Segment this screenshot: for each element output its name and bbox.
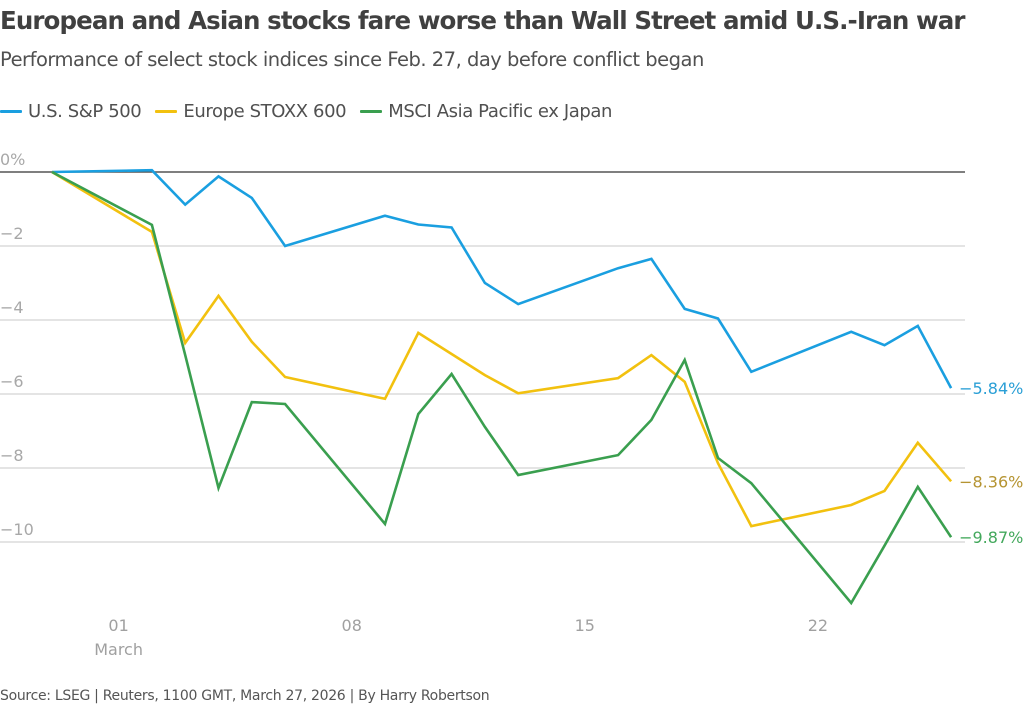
source-note: Source: LSEG | Reuters, 1100 GMT, March … <box>0 688 490 704</box>
chart-title: European and Asian stocks fare worse tha… <box>0 6 965 35</box>
x-axis-ticks: 01 March 08 15 22 <box>94 616 828 659</box>
legend-swatch-msci-asia <box>360 110 383 113</box>
gridlines <box>0 171 965 543</box>
x-tick-label: 15 <box>575 616 595 635</box>
legend-item-stoxx600: Europe STOXX 600 <box>155 101 347 122</box>
y-tick-label: −6 <box>0 372 24 391</box>
legend-item-sp500: U.S. S&P 500 <box>0 101 142 122</box>
y-axis-ticks: 0% −2 −4 −6 −8 −10 <box>0 150 34 539</box>
end-label-stoxx600: −8.36% <box>959 472 1023 491</box>
x-tick-label: 22 <box>808 616 828 635</box>
series-line-sp500 <box>51 168 953 389</box>
legend: U.S. S&P 500 Europe STOXX 600 MSCI Asia … <box>0 101 626 122</box>
end-label-sp500: −5.84% <box>959 379 1023 398</box>
y-tick-label: −2 <box>0 224 24 243</box>
series-line-stoxx600 <box>51 170 953 528</box>
chart-subtitle: Performance of select stock indices sinc… <box>0 48 704 71</box>
legend-label-msci-asia: MSCI Asia Pacific ex Japan <box>388 101 613 122</box>
series-line-msci-asia <box>51 170 953 606</box>
legend-swatch-sp500 <box>0 110 22 113</box>
legend-label-sp500: U.S. S&P 500 <box>28 101 142 122</box>
end-labels: −5.84% −8.36% −9.87% <box>959 379 1023 547</box>
y-tick-label: −8 <box>0 446 24 465</box>
series-lines <box>51 168 953 606</box>
legend-item-msci-asia: MSCI Asia Pacific ex Japan <box>360 101 612 122</box>
legend-swatch-stoxx600 <box>155 110 178 113</box>
x-tick-sublabel: March <box>94 640 143 659</box>
y-tick-label: −10 <box>0 520 34 539</box>
y-tick-label: −4 <box>0 298 24 317</box>
end-label-msci-asia: −9.87% <box>959 528 1023 547</box>
legend-label-stoxx600: Europe STOXX 600 <box>183 101 347 122</box>
x-tick-label: 08 <box>342 616 362 635</box>
x-tick-label: 01 <box>108 616 128 635</box>
y-tick-label: 0% <box>0 150 25 169</box>
